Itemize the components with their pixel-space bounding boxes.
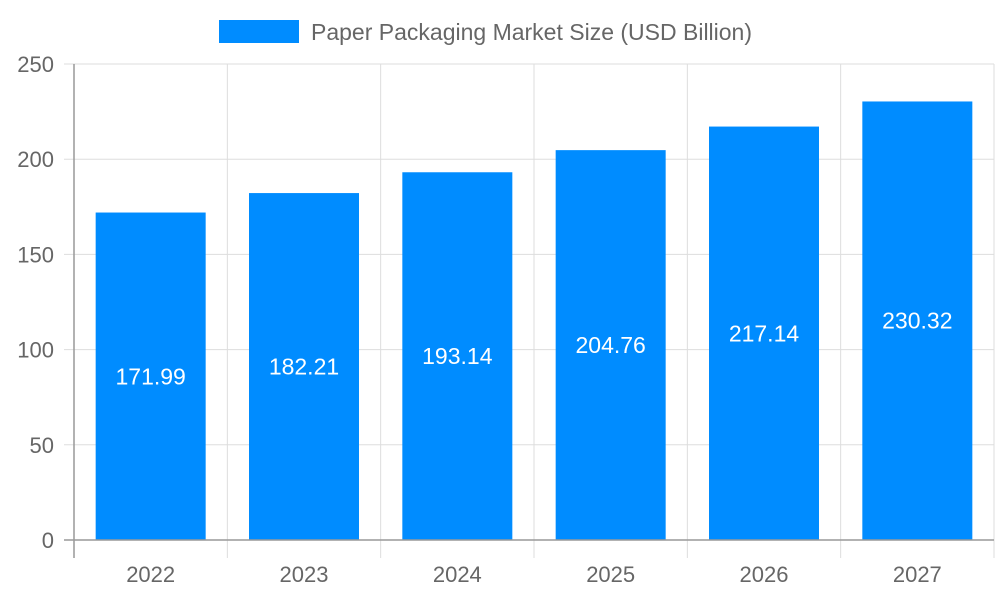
x-tick-label: 2027 — [893, 562, 942, 587]
data-label: 204.76 — [575, 332, 645, 358]
y-tick-label: 150 — [17, 242, 54, 267]
legend-swatch — [219, 20, 299, 43]
bar-2026 — [709, 126, 819, 541]
y-tick-label: 250 — [17, 52, 54, 77]
bar-2024 — [402, 172, 513, 540]
y-tick-label: 100 — [17, 338, 54, 363]
x-tick-label: 2023 — [280, 562, 329, 587]
gridlines — [64, 63, 995, 558]
y-tick-label: 50 — [30, 433, 54, 458]
legend-label: Paper Packaging Market Size (USD Billion… — [311, 19, 752, 45]
data-label: 217.14 — [729, 320, 800, 346]
bar-2027 — [862, 101, 973, 541]
x-tick-label: 2024 — [433, 562, 482, 587]
x-tick-label: 2026 — [740, 562, 789, 587]
data-label: 193.14 — [422, 343, 493, 369]
bar-2023 — [249, 193, 359, 541]
x-tick-label: 2022 — [126, 562, 175, 587]
bar-2025 — [555, 150, 666, 540]
axes: 0 50 100 150 200 250 2022 2023 2024 2025 2026 2027 — [17, 52, 994, 587]
y-tick-label: 0 — [42, 528, 54, 553]
bars: 171.99 182.21 193.14 204.76 217.14 230.32 — [95, 101, 973, 541]
data-label: 230.32 — [882, 308, 952, 334]
x-tick-label: 2025 — [586, 562, 635, 587]
data-label: 182.21 — [269, 354, 339, 380]
data-label: 171.99 — [115, 363, 185, 389]
legend: Paper Packaging Market Size (USD Billion… — [219, 19, 752, 45]
y-tick-label: 200 — [17, 147, 54, 172]
bar-2022 — [95, 212, 206, 540]
